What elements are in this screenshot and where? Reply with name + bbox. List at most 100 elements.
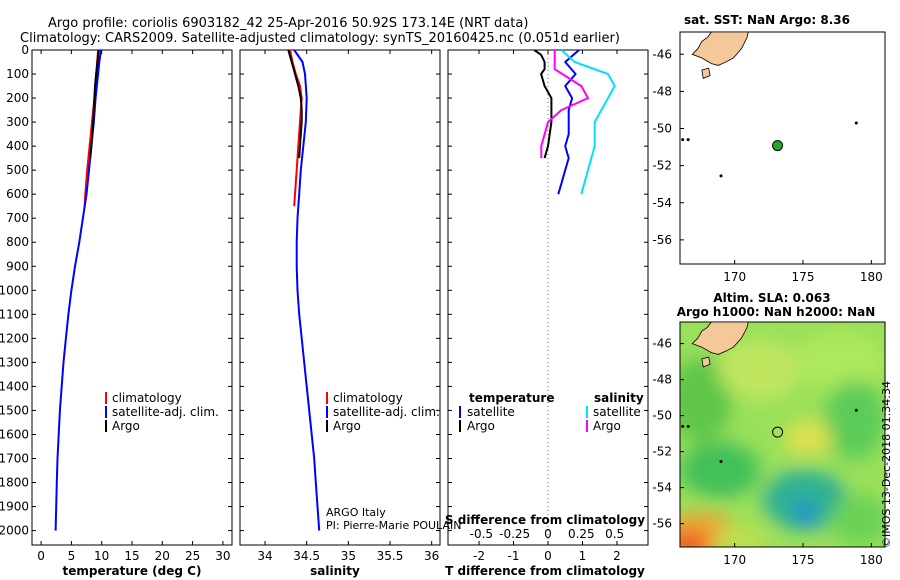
depth-tick-label: 1500: [0, 403, 29, 417]
depth-tick-label: 900: [6, 259, 29, 273]
sst-map-title: sat. SST: NaN Argo: 8.36: [684, 13, 850, 27]
difference-legend: temperature satellite Argo salinity sate…: [459, 391, 644, 433]
float-position: [772, 140, 784, 152]
legend-label-climatology: climatology: [112, 391, 182, 405]
lat-tick-label: -46: [652, 337, 672, 351]
lat-tick-label: -56: [652, 517, 672, 531]
legend-label-satellite: satellite-adj. clim.: [333, 405, 440, 419]
x-tick-label: 0: [37, 549, 45, 563]
series-s-argo: [540, 50, 589, 159]
land-mass: [681, 321, 858, 463]
series-t-satellite: [557, 49, 580, 195]
depth-tick-label: 1100: [0, 307, 29, 321]
top-tick-label: 0.5: [605, 527, 624, 541]
float-marker: [772, 140, 784, 152]
legend-label-t-satellite: satellite: [467, 405, 515, 419]
t-difference-tick-labels: -2 -1 0 1 2: [473, 549, 621, 563]
series-s-satellite: [560, 49, 616, 195]
top-tick-label: 0.25: [568, 527, 595, 541]
stewart-island: [701, 356, 711, 368]
salinity-tick-labels: 34 34.5 35 35.5 36: [257, 549, 439, 563]
float-marker: [772, 426, 784, 438]
x-tick-label: 15: [124, 549, 139, 563]
x-tick-label: -2: [473, 549, 485, 563]
x-tick-label: 5: [68, 549, 76, 563]
lat-tick-label: -56: [652, 233, 672, 247]
pi-annotation: PI: Pierre-Marie POULAIN: [326, 519, 461, 532]
legend-label-climatology: climatology: [333, 391, 403, 405]
depth-tick-label: 200: [6, 91, 29, 105]
x-tick-label: 35.5: [377, 549, 404, 563]
south-island-coast: [691, 321, 749, 355]
temperature-axes-frame: [31, 49, 233, 546]
sla-field: [680, 322, 885, 547]
depth-tick-label: 2000: [0, 524, 29, 538]
float-position: [772, 426, 784, 438]
x-tick-label: 36: [424, 549, 439, 563]
depth-tick-label: 1700: [0, 451, 29, 465]
series-satellite-adj-clim-: [54, 49, 103, 531]
x-tick-label: 0: [544, 549, 552, 563]
lat-tick-label: -52: [652, 159, 672, 173]
lat-tick-label: -48: [652, 84, 672, 98]
x-tick-label: 25: [185, 549, 200, 563]
salinity-legend: climatology satellite-adj. clim. Argo: [326, 391, 440, 433]
legend-title-temperature: temperature: [469, 391, 554, 405]
lon-tick-label: 180: [860, 553, 883, 567]
lon-tick-label: 170: [723, 270, 746, 284]
legend-label-argo: Argo: [333, 419, 361, 433]
depth-tick-label: 1900: [0, 500, 29, 514]
depth-tick-label: 800: [6, 235, 29, 249]
depth-tick-label: 1200: [0, 331, 29, 345]
island-dot: [854, 121, 858, 125]
depth-tick-labels: 0 100 200 300 400 500 600 700 800 900 1000 1100 1200…: [0, 43, 29, 538]
lat-tick-label: -54: [652, 196, 672, 210]
salinity-axes-frame: [239, 49, 441, 546]
sla-map-title-line2: Argo h1000: NaN h2000: NaN: [677, 305, 876, 319]
depth-tick-label: 1400: [0, 379, 29, 393]
top-tick-label: -0.5: [470, 527, 493, 541]
institution-annotation: ARGO Italy: [326, 506, 386, 519]
t-difference-xlabel: T difference from climatology: [445, 564, 645, 578]
x-tick-label: 1: [579, 549, 587, 563]
legend-label-satellite: satellite-adj. clim.: [112, 405, 219, 419]
x-tick-label: 10: [94, 549, 109, 563]
temperature-xlabel: temperature (deg C): [63, 564, 202, 578]
depth-tick-label: 400: [6, 139, 29, 153]
figure-title-line1: Argo profile: coriolis 6903182_42 25-Apr…: [48, 16, 528, 31]
lat-tick-label: -54: [652, 481, 672, 495]
sst-map-panel: sat. SST: NaN Argo: 8.36 -46 -48 -50 -52 -54…: [652, 13, 886, 284]
temperature-tick-labels: 0 5 10 15 20 25 30: [37, 549, 230, 563]
lat-tick-label: -48: [652, 373, 672, 387]
x-tick-label: 2: [613, 549, 621, 563]
s-difference-label: S difference from climatology: [445, 513, 645, 527]
depth-tick-label: 1300: [0, 355, 29, 369]
depth-tick-label: 1000: [0, 283, 29, 297]
lon-tick-label: 180: [860, 270, 883, 284]
stewart-island: [701, 67, 711, 79]
sla-map-title-line1: Altim. SLA: 0.063: [713, 291, 830, 305]
south-island-coast: [691, 31, 749, 66]
legend-label-s-argo: Argo: [593, 419, 621, 433]
depth-tick-label: 300: [6, 115, 29, 129]
salinity-xlabel: salinity: [310, 564, 360, 578]
island-dot: [719, 460, 723, 463]
depth-tick-label: 100: [6, 67, 29, 81]
x-tick-label: 20: [155, 549, 170, 563]
latitude-tick-labels: -46 -48 -50 -52 -54 -56: [652, 47, 672, 247]
x-tick-label: 35: [341, 549, 356, 563]
series-argo: [287, 49, 303, 159]
land-mass: [681, 31, 858, 178]
legend-title-salinity: salinity: [594, 391, 644, 405]
figure-title-line2: Climatology: CARS2009. Satellite-adjuste…: [20, 31, 620, 46]
island-dot: [686, 424, 690, 428]
salinity-panel: 34 34.5 35 35.5 36 salinity climatology sate…: [239, 49, 461, 578]
temperature-panel: 0100200300400500600700800900100011001200…: [0, 43, 233, 578]
lat-tick-label: -46: [652, 47, 672, 61]
island-dot: [686, 138, 690, 142]
x-tick-label: 34: [257, 549, 272, 563]
lon-tick-label: 175: [792, 270, 815, 284]
depth-tick-label: 700: [6, 211, 29, 225]
depth-tick-label: 1600: [0, 427, 29, 441]
depth-tick-label: 500: [6, 163, 29, 177]
